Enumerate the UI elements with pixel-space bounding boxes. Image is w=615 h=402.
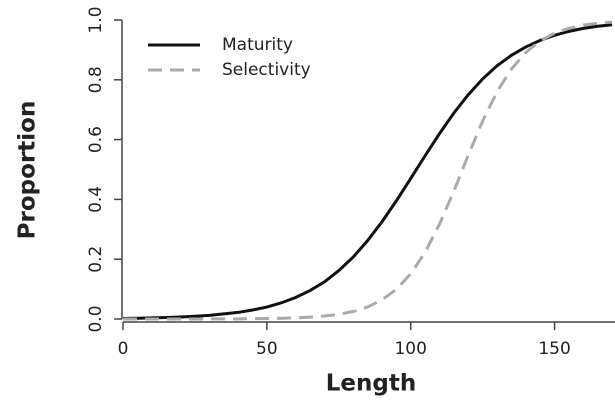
- x-tick-label: 0: [118, 339, 129, 359]
- y-tick-label: 0.0: [86, 305, 106, 332]
- legend-label: Maturity: [222, 35, 293, 55]
- x-tick-label: 150: [538, 339, 570, 359]
- legend-label: Selectivity: [222, 60, 311, 80]
- x-tick-label: 100: [394, 339, 426, 359]
- y-tick-label: 0.6: [86, 126, 106, 153]
- y-tick-label: 0.2: [86, 246, 106, 273]
- y-axis-label: Proportion: [15, 101, 41, 240]
- series-line: [123, 20, 613, 321]
- y-tick-label: 1.0: [86, 6, 106, 33]
- x-axis-label: Length: [326, 371, 416, 397]
- y-tick-label: 0.8: [86, 66, 106, 93]
- series-line: [122, 23, 613, 320]
- y-tick-label: 0.4: [86, 186, 106, 213]
- x-tick-label: 50: [256, 339, 278, 359]
